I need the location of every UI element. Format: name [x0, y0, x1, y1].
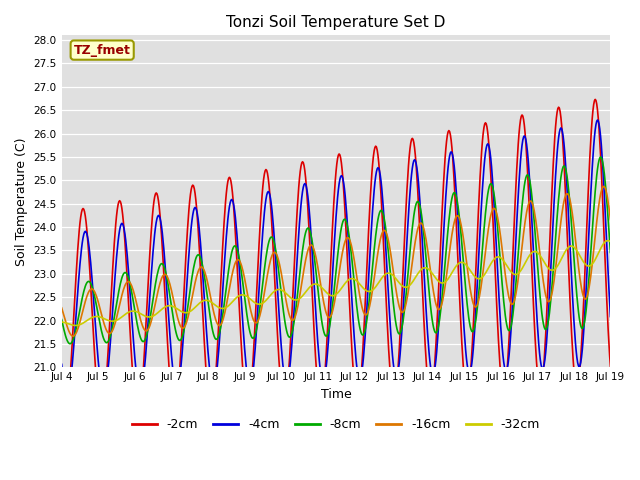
Line: -8cm: -8cm — [61, 157, 611, 344]
-8cm — [66, 341, 74, 347]
-32cm — [436, 279, 444, 285]
-32cm — [203, 298, 211, 303]
-8cm — [203, 288, 211, 293]
-2cm — [179, 311, 187, 317]
-8cm — [381, 225, 389, 230]
-8cm — [436, 316, 444, 322]
Title: Tonzi Soil Temperature Set D: Tonzi Soil Temperature Set D — [227, 15, 445, 30]
-16cm — [69, 333, 77, 339]
Line: -16cm: -16cm — [61, 186, 611, 336]
-4cm — [63, 392, 71, 398]
-2cm — [591, 96, 599, 102]
-32cm — [179, 309, 187, 315]
-16cm — [600, 183, 607, 189]
-4cm — [594, 117, 602, 123]
Y-axis label: Soil Temperature (C): Soil Temperature (C) — [15, 137, 28, 265]
Line: -4cm: -4cm — [61, 120, 611, 395]
-4cm — [381, 241, 389, 247]
Text: TZ_fmet: TZ_fmet — [74, 44, 131, 57]
-2cm — [557, 115, 564, 120]
Legend: -2cm, -4cm, -8cm, -16cm, -32cm: -2cm, -4cm, -8cm, -16cm, -32cm — [127, 413, 545, 436]
-2cm — [436, 262, 444, 267]
-16cm — [557, 218, 564, 224]
-16cm — [607, 217, 614, 223]
-32cm — [381, 271, 389, 277]
-8cm — [557, 175, 564, 180]
-4cm — [607, 314, 614, 320]
-16cm — [381, 228, 389, 234]
Line: -2cm: -2cm — [61, 99, 611, 419]
-2cm — [203, 374, 211, 380]
-2cm — [328, 229, 336, 235]
-32cm — [328, 293, 336, 299]
-4cm — [328, 276, 336, 282]
-8cm — [607, 250, 614, 255]
-32cm — [58, 319, 65, 325]
-2cm — [61, 416, 68, 421]
-8cm — [328, 305, 336, 311]
-8cm — [58, 317, 65, 323]
-16cm — [58, 305, 65, 311]
-16cm — [179, 325, 187, 331]
-8cm — [596, 154, 604, 160]
-32cm — [72, 323, 79, 328]
-4cm — [436, 304, 444, 310]
-2cm — [607, 364, 614, 370]
-16cm — [328, 310, 336, 315]
-4cm — [557, 125, 564, 131]
-4cm — [58, 361, 65, 367]
-32cm — [557, 257, 564, 263]
X-axis label: Time: Time — [321, 388, 351, 401]
-4cm — [203, 328, 211, 334]
-4cm — [179, 341, 187, 347]
-2cm — [58, 402, 65, 408]
-16cm — [436, 306, 444, 312]
-2cm — [381, 286, 389, 291]
-16cm — [203, 275, 211, 281]
Line: -32cm: -32cm — [61, 240, 611, 325]
-8cm — [179, 332, 187, 338]
-32cm — [604, 238, 612, 243]
-32cm — [607, 239, 614, 245]
